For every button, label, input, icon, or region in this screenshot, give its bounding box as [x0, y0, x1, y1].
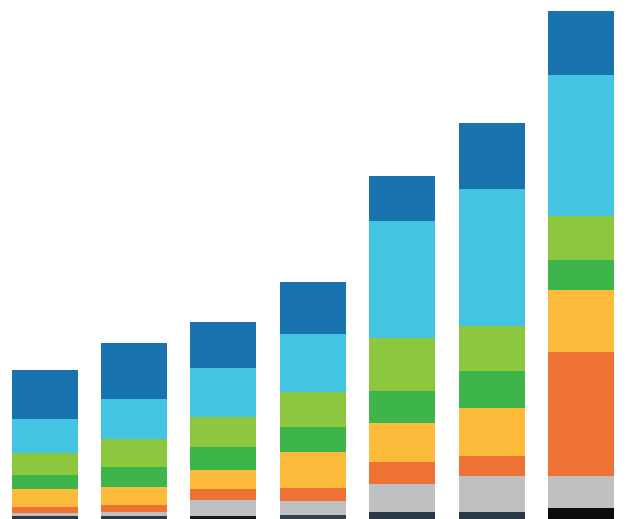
bar-segment-orange [101, 505, 167, 512]
bar-segment-dark-base [280, 515, 346, 519]
bar-segment-dark-base [548, 508, 614, 519]
bar-segment-blue [280, 282, 346, 334]
bar-segment-orange [459, 456, 525, 476]
bar-segment-amber [101, 487, 167, 505]
bar-segment-green [280, 427, 346, 452]
stacked-bar [280, 282, 346, 519]
bar-segment-green [369, 391, 435, 423]
bar-segment-green [548, 260, 614, 290]
bar-segment-cyan [548, 75, 614, 216]
bar-segment-lime [280, 392, 346, 427]
bar-segment-amber [190, 470, 256, 489]
bar-segment-dark-base [12, 516, 78, 519]
bar-segment-lime [101, 439, 167, 467]
bar-segment-blue [190, 322, 256, 368]
stacked-bar [190, 322, 256, 519]
bar-segment-orange [280, 488, 346, 501]
bar-segment-amber [369, 423, 435, 462]
stacked-bar [12, 370, 78, 519]
bar-segment-dark-base [369, 512, 435, 519]
bar-segment-orange [548, 352, 614, 476]
bar-segment-blue [548, 11, 614, 75]
bar-segment-lime [459, 326, 525, 371]
stacked-bar [369, 176, 435, 519]
bar-segment-gray [548, 476, 614, 508]
bar-segment-amber [280, 452, 346, 488]
bar-segment-lime [190, 417, 256, 447]
bar-segment-green [12, 475, 78, 489]
stacked-bar [459, 123, 525, 519]
bar-segment-cyan [190, 368, 256, 417]
bar-segment-orange [369, 462, 435, 484]
bar-segment-amber [548, 290, 614, 352]
bar-segment-orange [190, 489, 256, 500]
stacked-bar [101, 343, 167, 519]
bar-segment-green [101, 467, 167, 487]
bar-segment-lime [369, 338, 435, 391]
bar-segment-amber [459, 408, 525, 456]
bar-segment-gray [369, 484, 435, 512]
bar-segment-cyan [12, 419, 78, 453]
bar-segment-amber [12, 489, 78, 507]
bar-segment-orange [12, 507, 78, 513]
bar-segment-green [190, 447, 256, 470]
bar-segment-blue [459, 123, 525, 189]
bar-segment-gray [280, 501, 346, 515]
bar-segment-blue [101, 343, 167, 399]
bar-segment-lime [12, 453, 78, 475]
bar-segment-gray [101, 512, 167, 516]
bar-segment-dark-base [101, 516, 167, 519]
bar-segment-lime [548, 216, 614, 260]
bar-segment-cyan [459, 189, 525, 326]
bar-segment-cyan [101, 399, 167, 439]
stacked-bar [548, 11, 614, 519]
bar-segment-blue [369, 176, 435, 221]
bar-segment-gray [190, 500, 256, 516]
bar-segment-cyan [280, 334, 346, 392]
bar-segment-gray [12, 513, 78, 516]
bar-segment-gray [459, 476, 525, 512]
bar-segment-dark-base [190, 516, 256, 519]
bar-segment-cyan [369, 221, 435, 338]
bar-segment-blue [12, 370, 78, 419]
bar-segment-green [459, 371, 525, 408]
bar-segment-dark-base [459, 512, 525, 519]
